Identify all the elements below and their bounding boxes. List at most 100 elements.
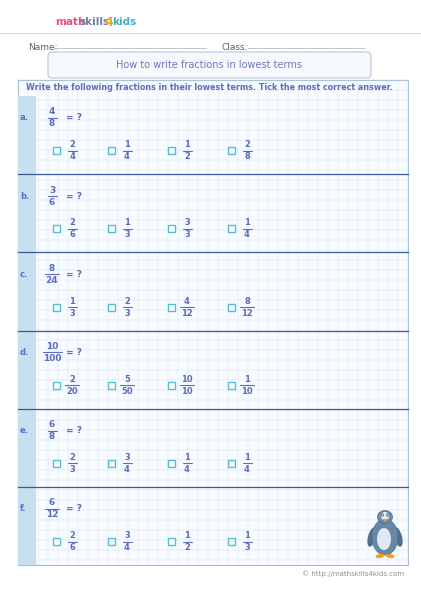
- Text: 4: 4: [49, 107, 55, 117]
- Text: kids: kids: [112, 17, 136, 27]
- Text: 12: 12: [241, 309, 253, 318]
- Text: 1: 1: [244, 453, 250, 462]
- Text: 1: 1: [244, 218, 250, 227]
- Bar: [53, 538, 59, 545]
- Text: 6: 6: [49, 420, 55, 429]
- Text: = ?: = ?: [66, 270, 82, 278]
- Text: math: math: [55, 17, 85, 27]
- Text: 3: 3: [69, 309, 75, 318]
- Text: 10: 10: [181, 375, 193, 384]
- Text: e.: e.: [20, 426, 29, 435]
- Bar: [168, 147, 174, 154]
- Text: 50: 50: [121, 387, 133, 396]
- Text: 4: 4: [69, 152, 75, 161]
- Polygon shape: [383, 519, 387, 522]
- Circle shape: [381, 513, 384, 516]
- Text: © http://mathskills4kids.com: © http://mathskills4kids.com: [302, 571, 404, 577]
- Bar: [227, 303, 234, 311]
- Text: 4: 4: [124, 465, 130, 474]
- Text: 1: 1: [69, 296, 75, 306]
- Text: 8: 8: [49, 432, 55, 441]
- Text: 6: 6: [49, 498, 55, 507]
- Text: 24: 24: [46, 275, 59, 285]
- Bar: [107, 303, 115, 311]
- Text: 2: 2: [69, 218, 75, 227]
- Bar: [168, 460, 174, 467]
- Text: 8: 8: [244, 152, 250, 161]
- Text: 10: 10: [181, 387, 193, 396]
- Text: 3: 3: [124, 453, 130, 462]
- Bar: [227, 147, 234, 154]
- Text: = ?: = ?: [66, 504, 82, 513]
- Text: 12: 12: [181, 309, 193, 318]
- Bar: [227, 538, 234, 545]
- Bar: [168, 382, 174, 389]
- Bar: [18, 330, 36, 409]
- Text: = ?: = ?: [66, 348, 82, 357]
- Bar: [53, 382, 59, 389]
- Ellipse shape: [393, 527, 402, 547]
- Text: 8: 8: [49, 264, 55, 273]
- Text: 1: 1: [244, 375, 250, 384]
- Text: 3: 3: [124, 531, 130, 540]
- Text: 3: 3: [124, 230, 130, 239]
- Bar: [18, 80, 408, 565]
- Text: 1: 1: [184, 453, 190, 462]
- Text: 3: 3: [124, 309, 130, 318]
- Bar: [168, 226, 174, 233]
- Text: = ?: = ?: [66, 426, 82, 435]
- Text: 3: 3: [184, 218, 190, 227]
- Ellipse shape: [368, 527, 377, 547]
- Text: Class:: Class:: [222, 42, 248, 52]
- Text: a.: a.: [20, 114, 29, 123]
- Text: 4: 4: [104, 15, 113, 29]
- Bar: [107, 382, 115, 389]
- Bar: [227, 460, 234, 467]
- Text: skills: skills: [79, 17, 109, 27]
- Text: 8: 8: [244, 296, 250, 306]
- Bar: [107, 460, 115, 467]
- Ellipse shape: [372, 519, 398, 555]
- Ellipse shape: [378, 511, 392, 524]
- Bar: [168, 538, 174, 545]
- Ellipse shape: [381, 512, 389, 520]
- Text: 4: 4: [124, 543, 130, 552]
- Text: 4: 4: [184, 465, 190, 474]
- Text: 1: 1: [184, 531, 190, 540]
- Text: Write the following fractions in their lowest terms. Tick the most correct answe: Write the following fractions in their l…: [26, 83, 393, 92]
- Text: 2: 2: [69, 531, 75, 540]
- Text: b.: b.: [20, 192, 29, 201]
- Text: 3: 3: [49, 186, 55, 195]
- Bar: [18, 409, 36, 487]
- Bar: [18, 487, 36, 565]
- Text: 4: 4: [244, 465, 250, 474]
- Text: c.: c.: [20, 270, 28, 278]
- Circle shape: [381, 514, 383, 516]
- Bar: [107, 147, 115, 154]
- Text: 1: 1: [244, 531, 250, 540]
- Text: 2: 2: [244, 140, 250, 149]
- Text: = ?: = ?: [66, 114, 82, 123]
- Bar: [53, 460, 59, 467]
- Text: How to write fractions in lowest terms: How to write fractions in lowest terms: [117, 60, 303, 70]
- Text: 4: 4: [124, 152, 130, 161]
- Text: 100: 100: [43, 354, 61, 363]
- Text: 1: 1: [124, 218, 130, 227]
- Bar: [227, 382, 234, 389]
- Ellipse shape: [376, 554, 384, 558]
- Text: 20: 20: [66, 387, 78, 396]
- Text: d.: d.: [20, 348, 29, 357]
- Text: 6: 6: [49, 198, 55, 206]
- Bar: [107, 226, 115, 233]
- Text: 10: 10: [46, 342, 58, 351]
- Text: 12: 12: [46, 511, 58, 519]
- Ellipse shape: [386, 554, 394, 558]
- Text: 6: 6: [69, 543, 75, 552]
- Text: 2: 2: [124, 296, 130, 306]
- Ellipse shape: [377, 528, 391, 550]
- Bar: [18, 174, 36, 252]
- Bar: [18, 96, 36, 174]
- FancyBboxPatch shape: [48, 52, 371, 78]
- Text: 5: 5: [124, 375, 130, 384]
- Text: 3: 3: [244, 543, 250, 552]
